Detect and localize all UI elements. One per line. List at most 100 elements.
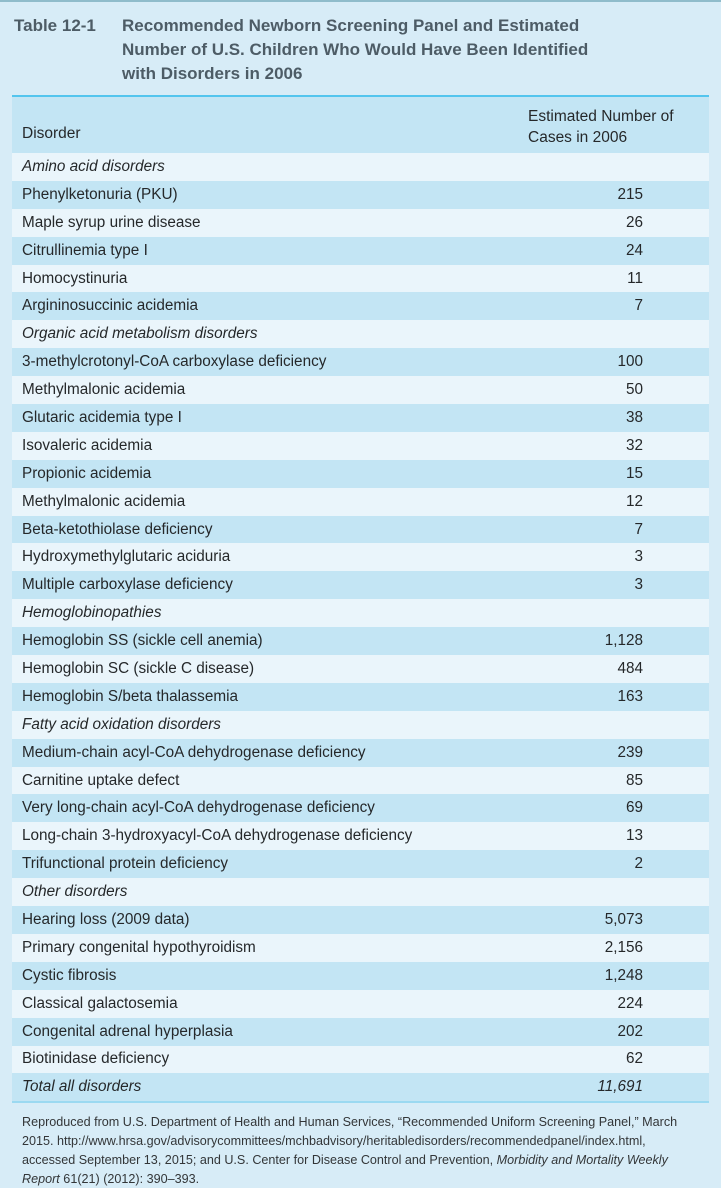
row-disorder-label: Isovaleric acidemia	[22, 436, 153, 454]
table-row: Hemoglobin SC (sickle C disease) 484	[12, 655, 709, 683]
row-disorder-label: Hemoglobin S/beta thalassemia	[22, 687, 238, 705]
table-row: Total all disorders 11,691	[12, 1073, 709, 1102]
row-cases-value: 11	[627, 269, 643, 287]
table-row: Trifunctional protein deficiency 2	[12, 850, 709, 879]
row-disorder-label: Primary congenital hypothyroidism	[22, 938, 256, 956]
table-header-row: Disorder Estimated Number of Cases in 20…	[12, 97, 709, 153]
row-disorder-label: Hearing loss (2009 data)	[22, 910, 190, 928]
row-cases-value: 12	[625, 492, 643, 510]
table-row: Hemoglobin S/beta thalassemia 163	[12, 682, 709, 711]
row-disorder-label: Trifunctional protein deficiency	[22, 855, 229, 873]
row-disorder-label: Methylmalonic acidemia	[22, 381, 186, 399]
row-cases-value: 484	[617, 659, 643, 677]
row-cases-value: 38	[625, 408, 643, 426]
row-disorder-label: Hemoglobin SS (sickle cell anemia)	[22, 632, 263, 650]
table-row: Glutaric acidemia type I 38	[12, 404, 709, 432]
row-cases-value: 1,128	[604, 632, 643, 650]
table-row: Congenital adrenal hyperplasia 202	[12, 1017, 709, 1046]
row-disorder-label: Homocystinuria	[22, 269, 128, 287]
table-row: Phenylketonuria (PKU) 215	[12, 180, 709, 209]
row-disorder-label: Cystic fibrosis	[22, 966, 117, 984]
row-cases-value: 2	[634, 855, 643, 873]
row-disorder-label: Other disorders	[22, 883, 128, 901]
row-disorder-label: Phenylketonuria (PKU)	[22, 185, 178, 203]
table-row: Citrullinemia type I 24	[12, 236, 709, 265]
row-cases-value: 163	[617, 687, 643, 705]
row-cases-value: 15	[625, 464, 643, 482]
row-cases-value: 24	[625, 241, 643, 259]
table-row: Isovaleric acidemia 32	[12, 431, 709, 460]
row-cases-value: 3	[634, 548, 643, 566]
row-cases-value: 32	[625, 436, 643, 454]
row-cases-value: 13	[625, 827, 643, 845]
footnote-text-lead: Reproduced from U.S. Department of Healt…	[22, 1115, 678, 1168]
row-disorder-label: Glutaric acidemia type I	[22, 408, 182, 426]
table-body: Amino acid disorders Phenylketonuria (PKU…	[12, 153, 709, 1102]
table-row: Long-chain 3-hydroxyacyl-CoA dehydrogena…	[12, 822, 709, 851]
row-disorder-label: Hemoglobin SC (sickle C disease)	[22, 659, 255, 677]
row-cases-value: 2,156	[604, 938, 643, 956]
row-cases-value: 215	[617, 185, 643, 203]
table-row: Carnitine uptake defect 85	[12, 766, 709, 795]
row-disorder-label: Classical galactosemia	[22, 994, 178, 1012]
row-disorder-label: 3-methylcrotonyl-CoA carboxylase deficie…	[22, 353, 327, 371]
row-cases-value: 100	[617, 353, 643, 371]
data-table: Disorder Estimated Number of Cases in 20…	[12, 95, 709, 1104]
section-header-row: Organic acid metabolism disorders	[12, 320, 709, 349]
section-header-row: Fatty acid oxidation disorders	[12, 710, 709, 739]
table-number-label: Table 12-1	[14, 16, 96, 35]
table-caption: Table 12-1 Recommended Newborn Screening…	[12, 2, 709, 95]
section-header-row: Hemoglobinopathies	[12, 599, 709, 628]
row-disorder-label: Fatty acid oxidation disorders	[22, 715, 221, 733]
row-cases-value: 224	[617, 994, 643, 1012]
row-disorder-label: Methylmalonic acidemia	[22, 492, 186, 510]
row-cases-value: 5,073	[604, 910, 643, 928]
row-cases-value: 239	[617, 743, 643, 761]
table-row: Homocystinuria 11	[12, 264, 709, 293]
row-cases-value: 11,691	[597, 1078, 643, 1096]
table-row: Methylmalonic acidemia 12	[12, 487, 709, 516]
row-disorder-label: Argininosuccinic acidemia	[22, 297, 198, 315]
table-row: Cystic fibrosis 1,248	[12, 961, 709, 990]
table-row: 3-methylcrotonyl-CoA carboxylase deficie…	[12, 348, 709, 377]
table-row: Propionic acidemia 15	[12, 459, 709, 488]
row-disorder-label: Citrullinemia type I	[22, 241, 148, 259]
table-row: Hydroxymethylglutaric aciduria 3	[12, 543, 709, 572]
row-cases-value: 202	[617, 1022, 643, 1040]
row-disorder-label: Total all disorders	[22, 1078, 142, 1096]
row-disorder-label: Hydroxymethylglutaric aciduria	[22, 548, 231, 566]
table-row: Very long-chain acyl-CoA dehydrogenase d…	[12, 794, 709, 823]
row-disorder-label: Organic acid metabolism disorders	[22, 325, 258, 343]
table-row: Argininosuccinic acidemia 7	[12, 292, 709, 321]
footnote: Reproduced from U.S. Department of Healt…	[12, 1103, 709, 1188]
row-cases-value: 85	[625, 771, 643, 789]
row-disorder-label: Maple syrup urine disease	[22, 213, 201, 231]
table-row: Beta-ketothiolase deficiency 7	[12, 515, 709, 544]
table-row: Classical galactosemia 224	[12, 989, 709, 1018]
row-cases-value: 3	[634, 576, 643, 594]
row-cases-value: 50	[625, 381, 643, 399]
row-disorder-label: Very long-chain acyl-CoA dehydrogenase d…	[22, 799, 375, 817]
section-header-row: Other disorders	[12, 878, 709, 907]
row-disorder-label: Long-chain 3-hydroxyacyl-CoA dehydrogena…	[22, 827, 413, 845]
table-row: Primary congenital hypothyroidism 2,156	[12, 933, 709, 962]
row-disorder-label: Beta-ketothiolase deficiency	[22, 520, 213, 538]
row-disorder-label: Congenital adrenal hyperplasia	[22, 1022, 233, 1040]
row-cases-value: 26	[625, 213, 643, 231]
row-disorder-label: Carnitine uptake defect	[22, 771, 180, 789]
row-disorder-label: Hemoglobinopathies	[22, 604, 162, 622]
page-title: Recommended Newborn Screening Panel and …	[122, 16, 589, 83]
table-row: Multiple carboxylase deficiency 3	[12, 571, 709, 600]
column-header-cases: Estimated Number of Cases in 2006	[528, 108, 674, 146]
row-cases-value: 7	[634, 297, 643, 315]
column-header-disorder: Disorder	[22, 125, 81, 142]
table-row: Methylmalonic acidemia 50	[12, 376, 709, 405]
row-cases-value: 1,248	[604, 966, 643, 984]
footnote-text-tail: 61(21) (2012): 390–393.	[59, 1172, 200, 1187]
table-row: Hearing loss (2009 data) 5,073	[12, 906, 709, 934]
row-cases-value: 7	[634, 520, 643, 538]
row-disorder-label: Multiple carboxylase deficiency	[22, 576, 233, 594]
section-header-row: Amino acid disorders	[12, 153, 709, 181]
row-cases-value: 62	[625, 1050, 643, 1068]
